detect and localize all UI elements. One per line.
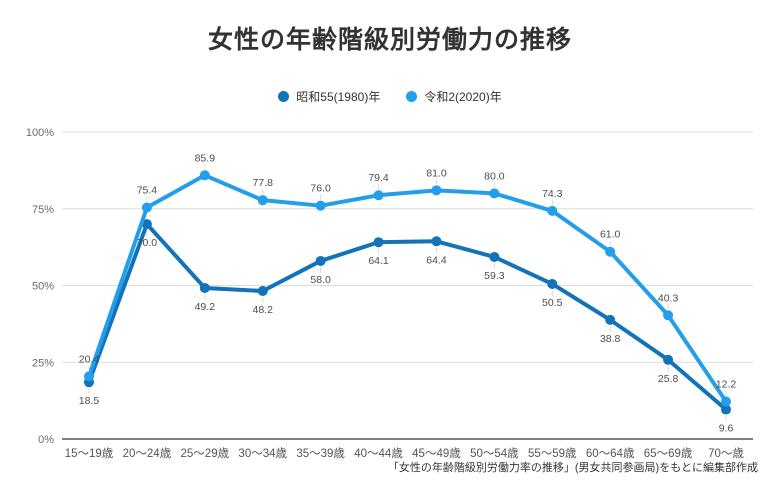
data-point[interactable] <box>199 282 210 293</box>
data-label: 81.0 <box>426 167 447 179</box>
legend-item-1[interactable]: 令和2(2020)年 <box>406 88 502 105</box>
data-point[interactable] <box>257 195 268 206</box>
y-axis-tick: 0% <box>38 434 54 446</box>
data-label: 18.5 <box>79 395 100 407</box>
data-label: 76.0 <box>310 183 331 195</box>
data-point[interactable] <box>141 202 152 213</box>
data-label: 58.0 <box>310 274 331 286</box>
legend-swatch-icon <box>278 91 290 102</box>
x-axis-label: 35〜39歳 <box>296 447 345 460</box>
data-label: 64.4 <box>426 254 447 266</box>
series-line <box>87 222 728 412</box>
x-axis-label: 65〜69歳 <box>644 447 693 460</box>
line-chart: 0% 25% 50% 75% 100% 15〜19歳 20〜24歳 25〜29歳 30〜34歳 3… <box>26 127 753 460</box>
series-line <box>87 173 728 404</box>
y-axis-tick: 75% <box>32 204 54 216</box>
data-point[interactable] <box>605 246 616 257</box>
x-axis-label: 70〜歳 <box>708 447 744 460</box>
data-label: 77.8 <box>253 177 274 189</box>
chart-area: 0% 25% 50% 75% 100% 15〜19歳 20〜24歳 25〜29歳 30〜34歳 3… <box>0 117 780 463</box>
data-label: 9.6 <box>719 423 734 435</box>
legend-label: 昭和55(1980)年 <box>296 90 381 104</box>
legend: 昭和55(1980)年 令和2(2020)年 <box>0 88 780 105</box>
data-point[interactable] <box>373 190 384 201</box>
page-title: 女性の年齢階級別労働力の推移 <box>207 26 572 54</box>
data-point[interactable] <box>547 205 558 216</box>
data-point[interactable] <box>373 237 384 248</box>
x-axis-label: 50〜54歳 <box>470 447 519 460</box>
x-axis-label: 25〜29歳 <box>181 447 230 460</box>
legend-label: 令和2(2020)年 <box>424 90 502 104</box>
data-point[interactable] <box>721 404 731 415</box>
data-label: 80.0 <box>484 170 505 182</box>
y-axis-tick: 100% <box>26 127 54 139</box>
data-label: 74.3 <box>542 188 563 200</box>
x-axis-label: 60〜64歳 <box>586 447 635 460</box>
data-point[interactable] <box>431 236 442 247</box>
data-point[interactable] <box>431 185 442 196</box>
data-label: 79.4 <box>368 172 389 184</box>
x-axis-label: 45〜49歳 <box>412 447 461 460</box>
data-point[interactable] <box>315 200 326 211</box>
data-label: 12.2 <box>716 379 737 391</box>
data-label: 70.0 <box>137 237 158 249</box>
data-point[interactable] <box>199 170 210 181</box>
data-point[interactable] <box>315 255 326 266</box>
data-point[interactable] <box>663 354 674 365</box>
data-label: 64.1 <box>368 255 389 267</box>
x-axis-label: 55〜59歳 <box>528 447 577 460</box>
data-point[interactable] <box>605 314 616 325</box>
data-label: 50.5 <box>542 297 563 309</box>
data-label: 48.2 <box>253 304 274 316</box>
y-axis-tick: 25% <box>32 357 54 369</box>
data-point[interactable] <box>141 219 152 230</box>
data-point[interactable] <box>547 278 558 289</box>
data-point[interactable] <box>663 310 674 321</box>
data-point[interactable] <box>489 188 500 199</box>
data-label: 40.3 <box>658 292 679 304</box>
legend-swatch-icon <box>406 91 418 102</box>
data-label: 49.2 <box>195 301 216 313</box>
x-axis-label: 15〜19歳 <box>65 447 114 460</box>
x-axis-label: 20〜24歳 <box>123 447 172 460</box>
legend-item-0[interactable]: 昭和55(1980)年 <box>278 88 380 105</box>
data-label: 75.4 <box>137 185 158 197</box>
data-label: 20.4 <box>79 353 100 365</box>
source-note: 「女性の年齢階級別労働力率の推移」(男女共同参画局)をもとに編集部作成 <box>387 462 758 474</box>
x-axis-label: 40〜44歳 <box>354 447 403 460</box>
x-axis-label: 30〜34歳 <box>238 447 287 460</box>
data-label: 38.8 <box>600 333 621 345</box>
data-label: 59.3 <box>484 270 505 282</box>
data-point[interactable] <box>721 396 731 407</box>
data-point[interactable] <box>84 371 94 382</box>
data-point[interactable] <box>489 251 500 262</box>
data-label: 61.0 <box>600 229 621 241</box>
data-label: 25.8 <box>658 373 679 385</box>
y-axis-tick: 50% <box>32 281 54 293</box>
data-point[interactable] <box>257 286 268 297</box>
data-label: 85.9 <box>195 152 216 164</box>
